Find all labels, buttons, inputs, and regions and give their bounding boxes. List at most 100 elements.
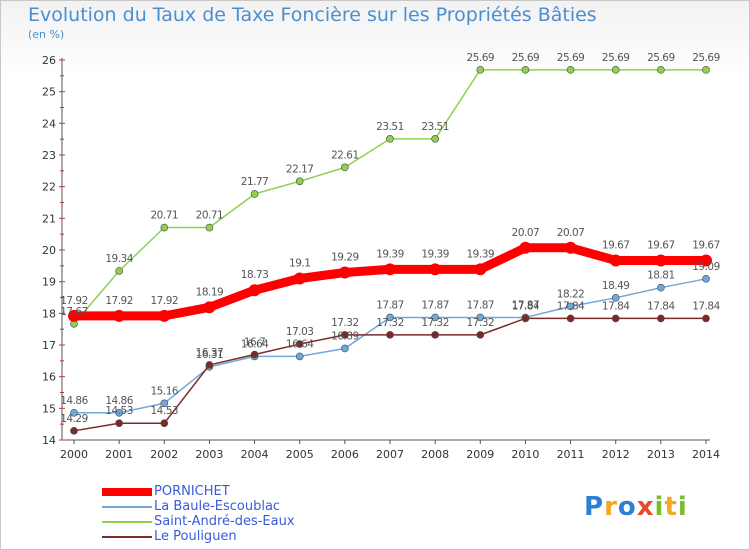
data-label: 17.03 bbox=[286, 326, 314, 338]
y-tick-label: 14 bbox=[42, 434, 56, 447]
data-label: 25.69 bbox=[602, 52, 630, 64]
data-point bbox=[295, 340, 304, 348]
chart-subtitle: (en %) bbox=[28, 28, 65, 41]
data-point bbox=[341, 163, 349, 172]
data-label: 25.69 bbox=[557, 52, 585, 64]
data-point bbox=[386, 313, 394, 322]
data-point bbox=[476, 331, 485, 339]
data-label: 19.34 bbox=[105, 253, 133, 265]
data-point bbox=[70, 408, 78, 417]
data-label: 18.49 bbox=[602, 280, 630, 292]
data-point bbox=[611, 314, 620, 323]
data-point bbox=[341, 331, 349, 339]
data-label: 18.81 bbox=[647, 270, 675, 282]
data-point bbox=[429, 263, 442, 276]
x-tick-label: 2005 bbox=[286, 448, 314, 461]
data-point bbox=[386, 135, 394, 143]
data-label: 19.67 bbox=[647, 239, 675, 251]
data-label: 25.69 bbox=[692, 52, 720, 64]
data-label: 16.64 bbox=[286, 338, 314, 350]
data-point bbox=[476, 313, 485, 322]
data-label: 17.84 bbox=[692, 300, 720, 312]
data-point bbox=[203, 301, 216, 314]
data-point bbox=[70, 427, 78, 435]
data-label: 17.32 bbox=[467, 317, 495, 329]
data-label: 14.86 bbox=[105, 395, 133, 407]
data-label: 17.87 bbox=[467, 299, 495, 311]
data-label: 17.84 bbox=[512, 300, 540, 312]
data-label: 17.87 bbox=[376, 299, 404, 311]
data-label: 14.86 bbox=[60, 395, 88, 407]
data-point bbox=[115, 408, 123, 417]
data-point bbox=[160, 399, 169, 408]
data-label: 19.39 bbox=[467, 248, 495, 260]
data-label: 19.09 bbox=[692, 261, 720, 273]
y-tick-label: 25 bbox=[42, 86, 56, 99]
data-point bbox=[700, 254, 712, 267]
legend-label-le-pouliguen: Le Pouliguen bbox=[154, 529, 237, 544]
x-tick-label: 2009 bbox=[466, 448, 494, 461]
proxiti-logo: Proxiti bbox=[584, 492, 688, 522]
legend-label-saint-andre: Saint-André-des-Eaux bbox=[154, 514, 295, 529]
data-point bbox=[702, 314, 710, 323]
legend-swatch-saint-andre bbox=[102, 521, 152, 523]
data-label: 19.39 bbox=[376, 248, 404, 260]
data-label: 15.16 bbox=[151, 385, 179, 397]
data-point bbox=[248, 284, 261, 297]
data-point bbox=[158, 309, 171, 322]
data-point bbox=[521, 314, 530, 323]
data-point bbox=[115, 267, 123, 275]
data-label: 20.07 bbox=[557, 227, 585, 239]
data-label: 17.32 bbox=[331, 317, 359, 329]
data-point bbox=[338, 266, 351, 279]
x-tick-label: 2010 bbox=[511, 448, 539, 461]
data-label: 20.71 bbox=[151, 210, 179, 222]
x-tick-label: 2001 bbox=[105, 448, 133, 461]
y-tick-label: 26 bbox=[42, 54, 56, 67]
data-label: 17.92 bbox=[151, 295, 179, 307]
data-label: 14.53 bbox=[105, 405, 133, 417]
data-label: 23.51 bbox=[421, 121, 449, 133]
data-label: 17.92 bbox=[60, 295, 88, 307]
data-label: 16.31 bbox=[196, 349, 224, 361]
data-label: 25.69 bbox=[647, 52, 675, 64]
data-point bbox=[68, 309, 80, 322]
data-label: 17.32 bbox=[421, 317, 449, 329]
data-point bbox=[521, 66, 530, 74]
data-label: 14.53 bbox=[151, 405, 179, 417]
data-label: 17.84 bbox=[647, 300, 675, 312]
data-point bbox=[205, 361, 214, 369]
data-point bbox=[431, 135, 439, 143]
data-point bbox=[566, 302, 575, 311]
data-label: 17.84 bbox=[557, 300, 585, 312]
data-label: 17.87 bbox=[421, 299, 449, 311]
data-point bbox=[654, 254, 667, 267]
data-label: 20.71 bbox=[196, 210, 224, 222]
y-tick-label: 21 bbox=[42, 212, 56, 225]
data-point bbox=[431, 331, 439, 339]
data-label: 25.69 bbox=[467, 52, 495, 64]
y-tick-label: 20 bbox=[42, 244, 56, 257]
data-label: 16.89 bbox=[331, 330, 359, 342]
y-tick-label: 15 bbox=[42, 402, 56, 415]
x-tick-label: 2006 bbox=[331, 448, 359, 461]
data-label: 21.77 bbox=[241, 176, 269, 188]
data-point bbox=[566, 314, 575, 323]
data-point bbox=[113, 309, 126, 322]
data-point bbox=[611, 294, 620, 302]
data-label: 17.92 bbox=[105, 295, 133, 307]
data-label: 25.69 bbox=[512, 52, 540, 64]
data-point bbox=[295, 352, 304, 361]
data-label: 17.32 bbox=[376, 317, 404, 329]
data-label: 14.29 bbox=[60, 413, 88, 425]
legend-swatch-la-baule bbox=[102, 506, 152, 508]
data-label: 17.84 bbox=[602, 300, 630, 312]
data-label: 22.17 bbox=[286, 163, 314, 175]
legend-swatch-le-pouliguen bbox=[102, 536, 152, 538]
x-tick-label: 2000 bbox=[60, 448, 88, 461]
data-point bbox=[611, 66, 620, 74]
data-label: 16.7 bbox=[244, 337, 265, 349]
data-label: 19.39 bbox=[421, 248, 449, 260]
data-point bbox=[293, 272, 306, 285]
